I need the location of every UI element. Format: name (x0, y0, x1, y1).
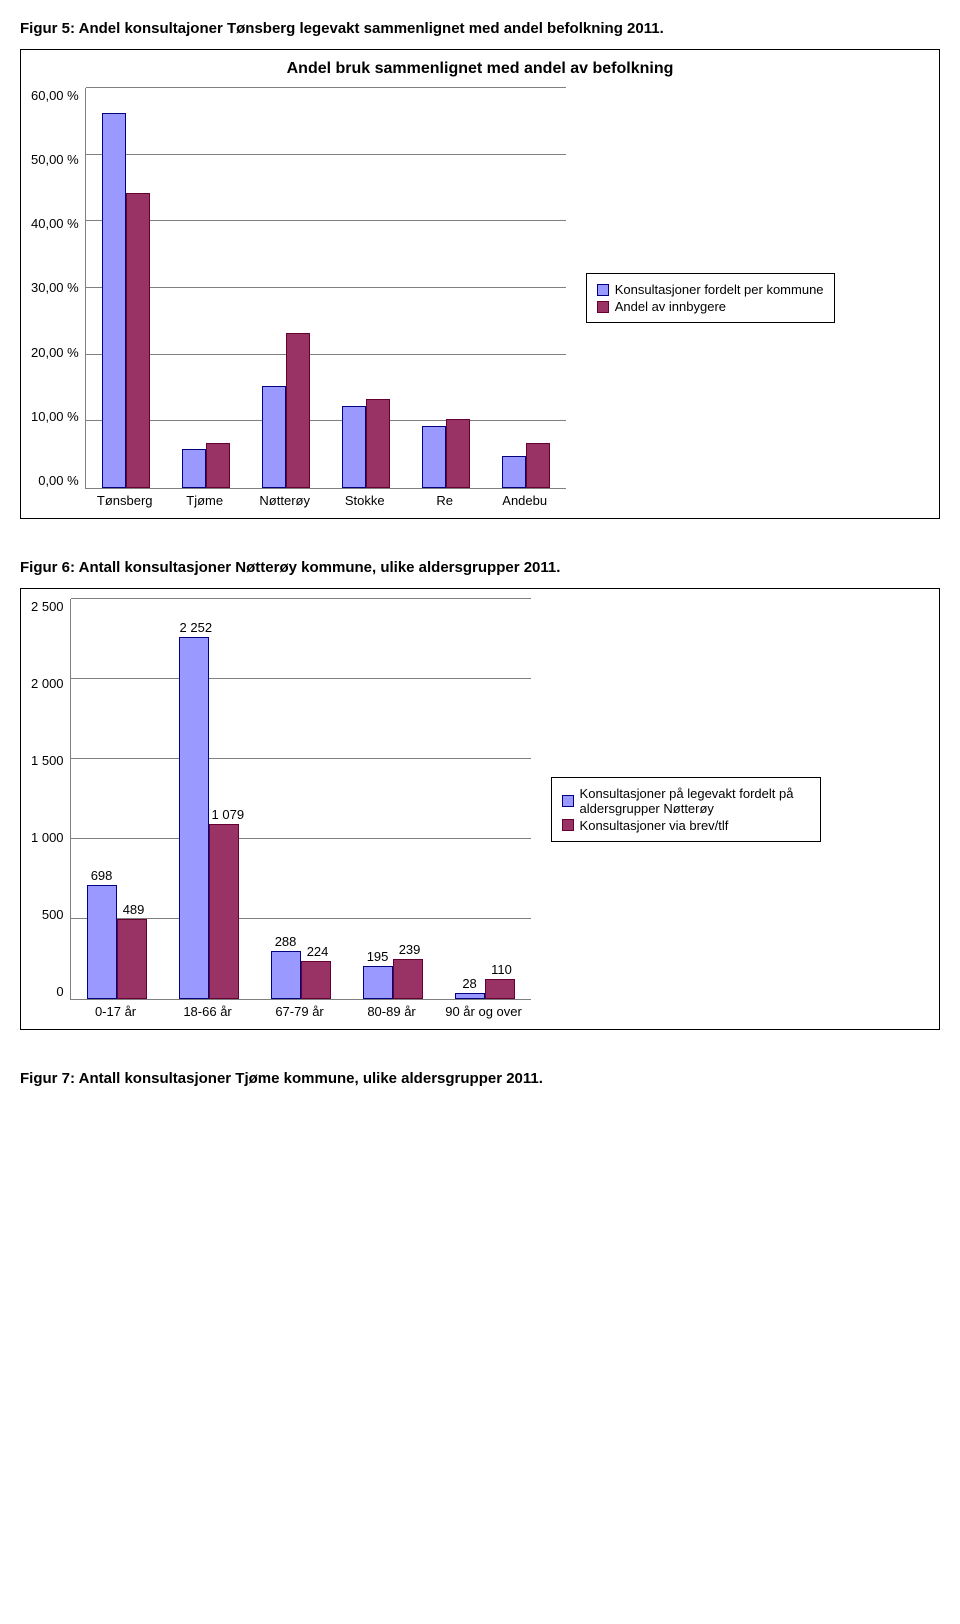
legend-label: Konsultasjoner via brev/tlf (580, 818, 729, 833)
figure5-chart: Andel bruk sammenlignet med andel av bef… (20, 49, 940, 519)
bar-group (502, 443, 550, 488)
x-tick-label: Tønsberg (85, 493, 165, 508)
y-tick-label: 2 500 (31, 599, 64, 614)
figure6-caption: Figur 6: Antall konsultasjoner Nøtterøy … (20, 559, 940, 576)
legend-label: Konsultasjoner på legevakt fordelt på al… (580, 786, 810, 816)
bar (446, 419, 470, 488)
bar (126, 193, 150, 488)
legend-item: Andel av innbygere (597, 299, 824, 314)
figure5-y-axis: 60,00 % 50,00 % 40,00 % 30,00 % 20,00 % 10,00… (31, 88, 85, 488)
figure6-legend: Konsultasjoner på legevakt fordelt på al… (551, 777, 821, 842)
figure7-caption: Figur 7: Antall konsultasjoner Tjøme kom… (20, 1070, 940, 1087)
legend-swatch (562, 795, 574, 807)
bar-value-label: 489 (120, 902, 148, 917)
bar: 698 (87, 885, 117, 999)
figure6-chart: 2 5002 0001 5001 0005000 6984892 2521 07… (20, 588, 940, 1030)
figure5-legend: Konsultasjoner fordelt per kommune Andel … (586, 273, 835, 323)
figure5-title: Andel bruk sammenlignet med andel av bef… (31, 60, 929, 78)
bar: 28 (455, 993, 485, 999)
bar-group: 2 2521 079 (179, 637, 239, 999)
x-tick-label: Nøtterøy (245, 493, 325, 508)
bar (502, 456, 526, 488)
y-tick-label: 500 (42, 907, 64, 922)
bar (366, 399, 390, 488)
legend-item: Konsultasjoner på legevakt fordelt på al… (562, 786, 810, 816)
x-tick-label: Andebu (485, 493, 565, 508)
bar-group: 698489 (87, 885, 147, 999)
bar: 195 (363, 966, 393, 999)
y-tick-label: 20,00 % (31, 345, 79, 360)
x-tick-label: Re (405, 493, 485, 508)
y-tick-label: 0 (56, 984, 63, 999)
bar-value-label: 224 (304, 944, 332, 959)
x-tick-label: 67-79 år (254, 1004, 346, 1019)
bar (286, 333, 310, 488)
y-tick-label: 40,00 % (31, 216, 79, 231)
bar-group (342, 399, 390, 488)
x-tick-label: 90 år og over (438, 1004, 530, 1019)
bar-value-label: 2 252 (180, 620, 208, 635)
figure5-plot-area (85, 88, 566, 489)
figure5-x-axis: TønsbergTjømeNøtterøyStokkeReAndebu (85, 489, 565, 508)
bar-group (422, 419, 470, 488)
figure6-plot-area: 6984892 2521 07928822419523928110 (70, 599, 531, 1000)
y-tick-label: 60,00 % (31, 88, 79, 103)
legend-item: Konsultasjoner fordelt per kommune (597, 282, 824, 297)
bar-group (102, 113, 150, 488)
bar-group: 195239 (363, 959, 423, 999)
figure5-caption: Figur 5: Andel konsultajoner Tønsberg le… (20, 20, 940, 37)
bar: 110 (485, 979, 515, 999)
bar-value-label: 698 (88, 868, 116, 883)
x-tick-label: 80-89 år (346, 1004, 438, 1019)
bar (422, 426, 446, 488)
bar: 239 (393, 959, 423, 999)
bar-value-label: 288 (272, 934, 300, 949)
bar-group (262, 333, 310, 488)
bar-value-label: 239 (396, 942, 424, 957)
legend-label: Konsultasjoner fordelt per kommune (615, 282, 824, 297)
bars-container (86, 88, 566, 488)
y-tick-label: 0,00 % (38, 473, 78, 488)
x-tick-label: Tjøme (165, 493, 245, 508)
y-tick-label: 10,00 % (31, 409, 79, 424)
bar: 489 (117, 919, 147, 999)
bar-group: 28110 (455, 979, 515, 999)
bar (206, 443, 230, 488)
bar: 288 (271, 951, 301, 999)
bar-group (182, 443, 230, 488)
bar-value-label: 110 (488, 962, 516, 977)
legend-swatch (562, 819, 574, 831)
x-tick-label: Stokke (325, 493, 405, 508)
x-tick-label: 18-66 år (162, 1004, 254, 1019)
bar-value-label: 195 (364, 949, 392, 964)
figure6-x-axis: 0-17 år18-66 år67-79 år80-89 år90 år og … (70, 1000, 530, 1019)
y-tick-label: 30,00 % (31, 280, 79, 295)
bar: 2 252 (179, 637, 209, 999)
y-tick-label: 1 000 (31, 830, 64, 845)
bar (342, 406, 366, 488)
y-tick-label: 2 000 (31, 676, 64, 691)
legend-swatch (597, 284, 609, 296)
y-tick-label: 50,00 % (31, 152, 79, 167)
bar (182, 449, 206, 488)
bars-container: 6984892 2521 07928822419523928110 (71, 599, 531, 999)
bar: 1 079 (209, 824, 239, 999)
bar (102, 113, 126, 488)
x-tick-label: 0-17 år (70, 1004, 162, 1019)
legend-swatch (597, 301, 609, 313)
bar-value-label: 28 (456, 976, 484, 991)
y-tick-label: 1 500 (31, 753, 64, 768)
legend-item: Konsultasjoner via brev/tlf (562, 818, 810, 833)
legend-label: Andel av innbygere (615, 299, 726, 314)
figure6-y-axis: 2 500 2 000 1 500 1 000 500 0 (31, 599, 70, 999)
bar (526, 443, 550, 488)
bar: 224 (301, 961, 331, 999)
bar (262, 386, 286, 488)
bar-value-label: 1 079 (212, 807, 240, 822)
bar-group: 288224 (271, 951, 331, 999)
